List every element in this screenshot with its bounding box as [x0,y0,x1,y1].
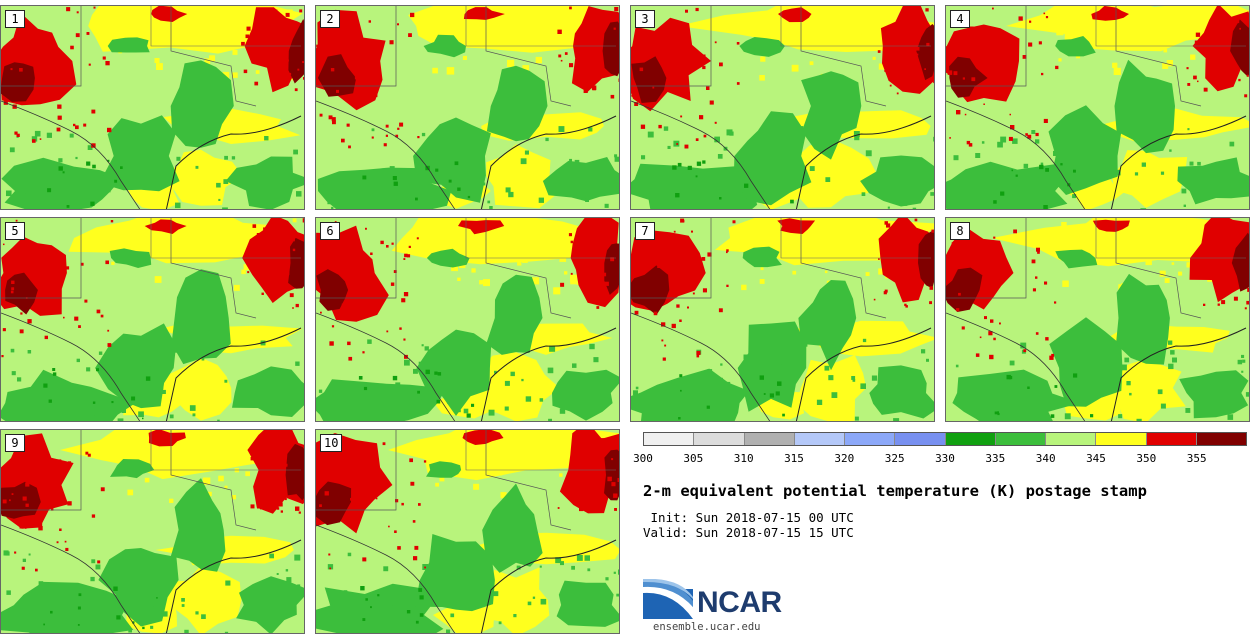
colorbar-tick-label: 330 [935,452,955,465]
colorbar-tick-label: 345 [1086,452,1106,465]
colorbar-tick-label: 305 [683,452,704,465]
colorbar-cell [845,432,896,446]
postage-stamp-map: 5 [0,217,305,422]
colorbar-tick-label: 310 [733,452,754,465]
postage-stamp-map: 8 [945,217,1250,422]
colorbar-cell [995,432,1046,446]
colorbar-cell [1096,432,1147,446]
member-number: 8 [950,222,970,240]
member-number: 5 [5,222,25,240]
member-number: 9 [5,434,25,452]
init-time: Init: Sun 2018-07-15 00 UTC [643,510,854,525]
map-field [946,6,1249,209]
map-field [631,218,934,421]
valid-time: Valid: Sun 2018-07-15 15 UTC [643,525,854,540]
ncar-logo-text: NCAR [697,586,782,619]
postage-stamp-map: 10 [315,429,620,634]
colorbar-cell [1196,432,1247,446]
colorbar-tick-label: 350 [1136,452,1157,465]
colorbar-cell [694,432,745,446]
colorbar-cell [744,432,795,446]
colorbar [643,432,1247,446]
ncar-logo-icon [643,579,693,619]
colorbar-cell [945,432,996,446]
colorbar-tick-label: 355 [1186,452,1207,465]
colorbar-tick-label: 300 [633,452,653,465]
postage-stamp-map: 6 [315,217,620,422]
member-number: 4 [950,10,970,28]
logo-url: ensemble.ucar.edu [653,621,761,633]
postage-stamp-map: 7 [630,217,935,422]
member-number: 7 [635,222,655,240]
colorbar-cell [794,432,845,446]
colorbar-cell [1146,432,1197,446]
colorbar-cell [643,432,695,446]
map-field [1,430,304,633]
postage-stamp-map: 2 [315,5,620,210]
member-number: 3 [635,10,655,28]
colorbar-tick-label: 320 [834,452,855,465]
member-number: 1 [5,10,25,28]
postage-stamp-map: 3 [630,5,935,210]
map-field [1,218,304,421]
postage-stamp-map: 9 [0,429,305,634]
postage-stamp-map: 4 [945,5,1250,210]
postage-stamp-map: 1 [0,5,305,210]
colorbar-tick-label: 340 [1035,452,1056,465]
map-field [316,218,619,421]
colorbar-cell [1046,432,1097,446]
colorbar-tick-label: 325 [884,452,905,465]
map-field [316,430,619,633]
colorbar-tick-label: 335 [985,452,1006,465]
member-number: 6 [320,222,340,240]
map-field [1,6,304,209]
map-field [946,218,1249,421]
member-number: 2 [320,10,340,28]
plot-title: 2-m equivalent potential temperature (K)… [643,482,1147,500]
map-field [631,6,934,209]
member-number: 10 [320,434,343,452]
colorbar-cell [895,432,946,446]
map-field [316,6,619,209]
colorbar-tick-label: 315 [784,452,804,465]
